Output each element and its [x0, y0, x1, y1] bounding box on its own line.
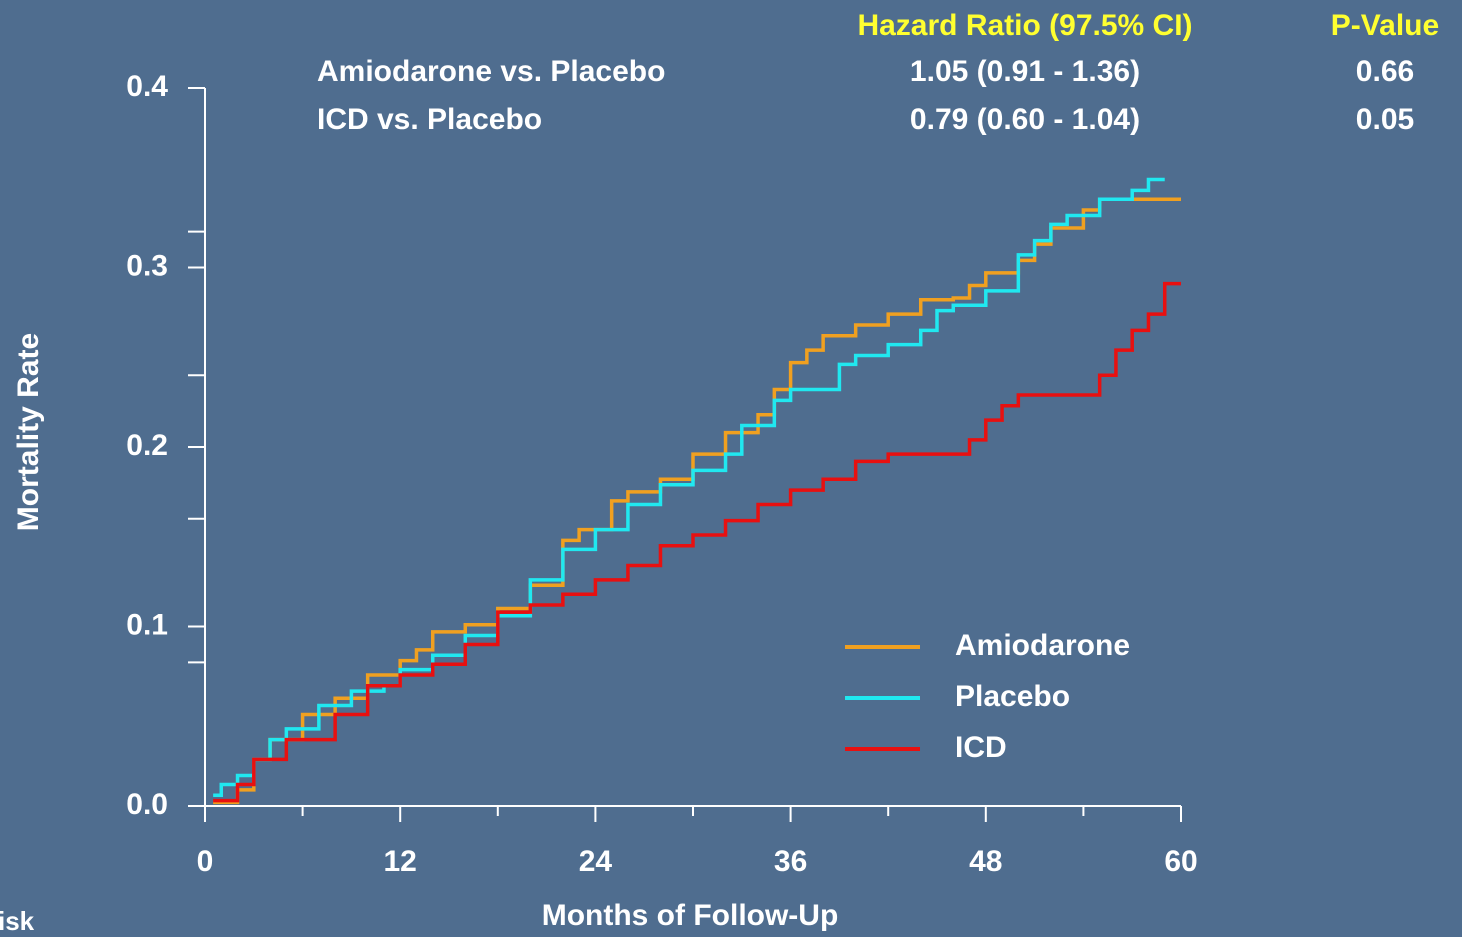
table-header: Hazard Ratio (97.5% CI) [857, 9, 1192, 42]
corner-text: isk [0, 906, 35, 936]
table-cell: 0.05 [1356, 103, 1414, 136]
y-tick-label: 0.4 [126, 70, 168, 103]
x-axis-title: Months of Follow-Up [542, 899, 839, 932]
legend-label: Amiodarone [955, 629, 1130, 662]
x-tick-label: 24 [579, 845, 613, 878]
x-tick-label: 0 [197, 845, 214, 878]
step-line [213, 281, 1181, 803]
table-cell: 0.79 (0.60 - 1.04) [910, 103, 1140, 136]
x-tick-label: 12 [384, 845, 417, 878]
legend-label: Placebo [955, 680, 1070, 713]
step-line [213, 177, 1165, 797]
y-tick-label: 0.0 [126, 788, 168, 821]
y-axis-title: Mortality Rate [12, 333, 45, 531]
table-cell: 0.66 [1356, 55, 1414, 88]
y-tick-label: 0.1 [126, 608, 168, 641]
x-tick-label: 48 [969, 845, 1002, 878]
x-tick-label: 60 [1164, 845, 1197, 878]
step-line [213, 197, 1181, 805]
legend-label: ICD [955, 731, 1007, 764]
table-cell: 1.05 (0.91 - 1.36) [910, 55, 1140, 88]
x-tick-label: 36 [774, 845, 807, 878]
table-header: P-Value [1331, 9, 1439, 42]
table-cell: Amiodarone vs. Placebo [317, 55, 665, 88]
y-tick-label: 0.2 [126, 429, 168, 462]
table-cell: ICD vs. Placebo [317, 103, 542, 136]
y-tick-label: 0.3 [126, 249, 168, 282]
